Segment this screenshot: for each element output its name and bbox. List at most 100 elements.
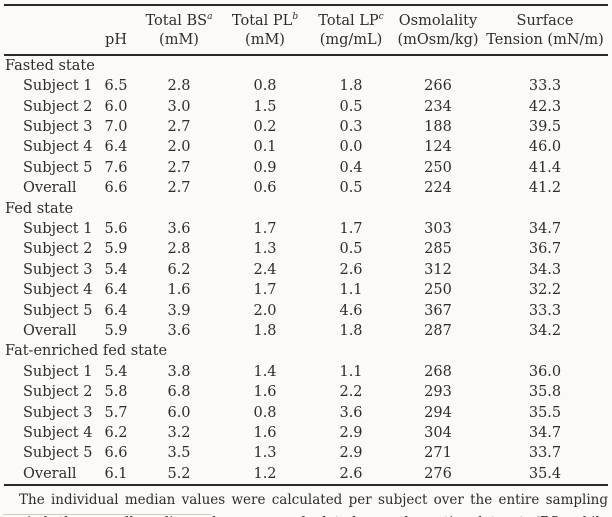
cell-value: 34.2: [528, 322, 562, 339]
cell-value: 6.5: [104, 78, 128, 95]
cell-value: 271: [424, 445, 452, 462]
cell-value: 303: [424, 220, 452, 237]
cell-value: 268: [424, 363, 452, 380]
row-label: Subject 2: [23, 241, 93, 258]
col-header-label: Total LP: [318, 13, 379, 29]
row-label: Subject 3: [23, 404, 93, 421]
cell-value: 34.7: [528, 425, 562, 441]
table-row: Subject 5 6.6 3.5 1.3 2.9 271 33.7: [4, 443, 608, 463]
cell-value: 34.7: [528, 220, 562, 237]
cell-value: 0.2: [253, 118, 277, 135]
cell-value: 5.6: [104, 220, 128, 237]
cell-value: 42.3: [528, 98, 562, 115]
cell-value: 1.1: [339, 282, 363, 299]
cell-value: 41.2: [528, 180, 562, 197]
col-header-unit: Tension (mN/m): [486, 31, 604, 48]
data-table: pH Total BSa (mM) Total PLb (mM) Total L…: [4, 4, 608, 487]
cell-value: 6.4: [104, 139, 128, 156]
table-body: Fasted state Subject 1 6.5 2.8 0.8 1.8 266 33.3…: [4, 55, 608, 486]
table-row: Subject 1 5.4 3.8 1.4 1.1 268 36.0: [4, 362, 608, 382]
cell-value: 2.9: [339, 425, 363, 441]
cell-value: 312: [424, 261, 452, 278]
table-row: Subject 4 6.4 2.0 0.1 0.0 124 46.0: [4, 137, 608, 157]
footnote-sup-a: a: [535, 514, 540, 517]
cell-value: 1.8: [339, 322, 363, 339]
col-header-unit: (mM): [159, 31, 199, 48]
table-row: Subject 4 6.2 3.2 1.6 2.9 304 34.7: [4, 423, 608, 443]
table-header: pH Total BSa (mM) Total PLb (mM) Total L…: [4, 5, 608, 56]
cell-value: 3.6: [167, 220, 191, 237]
section-row: Fat-enriched fed state: [4, 341, 608, 361]
cell-value: 6.8: [167, 384, 191, 401]
cell-value: 5.2: [167, 465, 191, 482]
row-label: Subject 5: [23, 445, 93, 462]
row-label: Subject 3: [23, 118, 93, 135]
cell-value: 5.9: [104, 322, 128, 339]
cell-value: 3.8: [167, 363, 191, 380]
table-row: Overall 6.1 5.2 1.2 2.6 276 35.4: [4, 464, 608, 485]
cell-value: 5.4: [104, 261, 128, 278]
cell-value: 2.2: [339, 384, 363, 401]
cell-value: 6.0: [167, 404, 191, 421]
cell-value: 0.3: [339, 118, 363, 135]
section-row: Fasted state: [4, 55, 608, 76]
cell-value: 0.8: [253, 404, 277, 421]
cell-value: 5.8: [104, 384, 128, 401]
cell-value: 3.2: [167, 425, 191, 441]
cell-value: 0.5: [339, 180, 363, 197]
col-header-label: Surface: [516, 13, 574, 29]
table-row: Subject 2 5.9 2.8 1.3 0.5 285 36.7: [4, 239, 608, 259]
section-label: Fasted state: [5, 57, 95, 74]
bottom-partial-rule: [3, 514, 211, 515]
cell-value: 1.6: [167, 282, 191, 299]
cell-value: 294: [424, 404, 452, 421]
table-row: Subject 5 7.6 2.7 0.9 0.4 250 41.4: [4, 158, 608, 178]
cell-value: 6.2: [167, 261, 191, 278]
cell-value: 0.0: [339, 139, 363, 156]
cell-value: 41.4: [528, 159, 562, 176]
cell-value: 35.8: [528, 384, 562, 401]
col-header-total-lp: Total LPc (mg/mL): [308, 5, 394, 56]
cell-value: 2.8: [167, 78, 191, 95]
cell-value: 2.9: [339, 445, 363, 462]
table-row: Overall 6.6 2.7 0.6 0.5 224 41.2: [4, 178, 608, 198]
col-header-ph: pH: [96, 5, 136, 56]
cell-value: 5.9: [104, 241, 128, 258]
cell-value: 36.7: [528, 241, 562, 258]
row-label: Subject 5: [23, 302, 93, 319]
cell-value: 1.4: [253, 363, 277, 380]
col-header-unit: (mg/mL): [319, 31, 383, 48]
cell-value: 32.2: [528, 282, 562, 299]
row-label: Subject 4: [23, 139, 93, 156]
cell-value: 3.9: [167, 302, 191, 319]
cell-value: 287: [424, 322, 452, 339]
table-row: Subject 3 5.7 6.0 0.8 3.6 294 35.5: [4, 403, 608, 423]
cell-value: 2.6: [339, 465, 363, 482]
col-header-unit: (mOsm/kg): [397, 31, 479, 48]
footnote-intro: The individual median values were calcul…: [4, 492, 608, 517]
cell-value: 1.6: [253, 384, 277, 401]
col-header-sup: b: [292, 12, 299, 23]
cell-value: 0.5: [339, 98, 363, 115]
cell-value: 6.4: [104, 282, 128, 299]
cell-value: 1.8: [253, 322, 277, 339]
cell-value: 6.0: [104, 98, 128, 115]
col-header-osmolality: Osmolality (mOsm/kg): [394, 5, 482, 56]
cell-value: 293: [424, 384, 452, 401]
cell-value: 2.7: [167, 159, 191, 176]
table-row: Subject 2 5.8 6.8 1.6 2.2 293 35.8: [4, 382, 608, 402]
row-label: Overall: [23, 465, 77, 482]
cell-value: 188: [424, 118, 452, 135]
col-header-total-pl: Total PLb (mM): [222, 5, 308, 56]
footnote-def-bs: BS = bile salts,: [4, 515, 608, 517]
cell-value: 250: [424, 159, 452, 176]
cell-value: 1.7: [253, 282, 277, 299]
cell-value: 250: [424, 282, 452, 299]
cell-value: 2.0: [253, 302, 277, 319]
cell-value: 0.5: [339, 241, 363, 258]
cell-value: 2.7: [167, 180, 191, 197]
cell-value: 266: [424, 78, 452, 95]
cell-value: 3.5: [167, 445, 191, 462]
cell-value: 5.4: [104, 363, 128, 380]
row-label: Subject 2: [23, 384, 93, 401]
